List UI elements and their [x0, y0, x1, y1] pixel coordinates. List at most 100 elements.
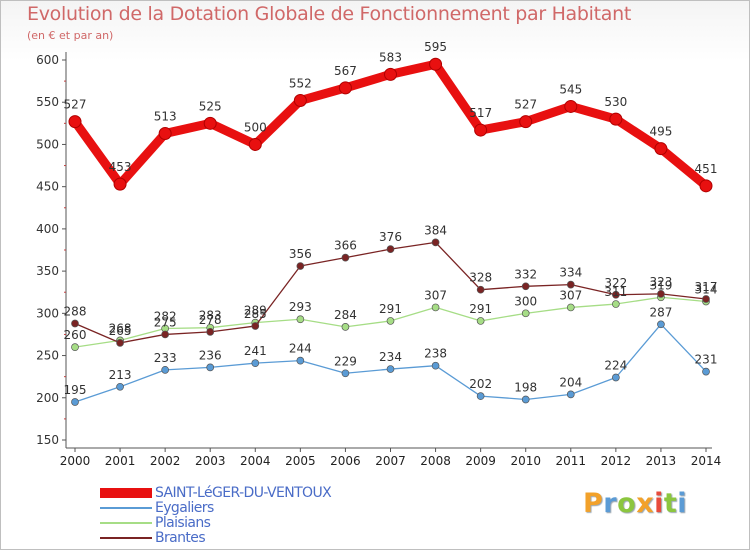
data-point	[251, 322, 260, 330]
data-label: 323	[649, 275, 672, 289]
x-tick-label: 2005	[285, 454, 316, 468]
brand-letter: t	[663, 488, 678, 519]
data-point	[521, 309, 530, 318]
x-tick-label: 2011	[556, 454, 587, 468]
legend-label-brantes: Brantes	[155, 530, 206, 546]
x-tick-label: 2010	[510, 454, 541, 468]
data-label: 260	[64, 328, 87, 342]
data-point	[566, 280, 575, 289]
brand-letter: P	[583, 488, 604, 519]
data-point	[657, 320, 665, 329]
data-label: 332	[514, 267, 537, 281]
data-point	[609, 112, 623, 126]
data-label: 328	[469, 271, 492, 285]
brand-letter: i	[677, 488, 688, 519]
data-point	[476, 317, 485, 325]
data-label: 517	[469, 106, 492, 120]
brand-letter: r	[603, 488, 618, 519]
brand-letter: x	[636, 488, 655, 519]
x-tick-label: 2009	[465, 454, 496, 468]
data-label: 241	[244, 344, 267, 358]
data-label: 384	[424, 223, 447, 237]
legend-item-brantes: Brantes	[100, 530, 206, 546]
data-label: 293	[289, 300, 312, 314]
chart-subtitle: (en € et par an)	[27, 29, 114, 42]
data-point	[296, 315, 305, 324]
x-tick-label: 2001	[105, 454, 136, 468]
x-tick-label: 2008	[420, 454, 451, 468]
data-point	[116, 339, 124, 347]
data-point	[431, 361, 440, 370]
y-tick-label: 450	[36, 180, 59, 194]
series-3	[71, 238, 710, 347]
data-point	[654, 142, 668, 156]
data-label: 291	[379, 302, 402, 316]
legend-label-plaisians: Plaisians	[155, 515, 211, 531]
data-label: 204	[559, 375, 582, 389]
data-point	[657, 290, 665, 298]
data-label: 288	[64, 304, 87, 318]
data-point	[161, 330, 169, 339]
data-label: 451	[695, 162, 718, 176]
data-point	[476, 285, 485, 294]
data-label: 311	[604, 285, 627, 299]
data-label: 195	[64, 383, 87, 397]
data-point	[158, 126, 172, 140]
data-label: 268	[109, 321, 132, 335]
data-label: 322	[604, 276, 627, 290]
data-point	[341, 253, 350, 262]
data-point	[116, 382, 124, 391]
data-label: 376	[379, 230, 402, 244]
data-point	[612, 373, 620, 382]
series-line	[70, 59, 711, 191]
data-label: 287	[649, 305, 672, 319]
data-point	[206, 328, 215, 336]
legend-swatch-brantes	[100, 537, 152, 539]
data-point	[384, 67, 397, 81]
data-label: 319	[649, 278, 672, 292]
data-label: 366	[334, 239, 357, 253]
data-label: 291	[469, 302, 492, 316]
data-point	[564, 99, 578, 113]
legend-swatch-plaisians	[100, 522, 152, 524]
data-point	[699, 179, 713, 193]
data-label: 284	[334, 308, 357, 322]
data-label: 289	[244, 304, 267, 318]
data-label: 595	[424, 40, 447, 54]
data-point	[71, 343, 79, 351]
y-tick-label: 300	[36, 306, 59, 320]
data-label: 275	[154, 315, 177, 329]
data-label: 334	[559, 266, 582, 280]
x-tick-label: 2006	[330, 454, 361, 468]
series-1	[71, 320, 710, 406]
y-tick-label: 150	[36, 433, 59, 447]
data-label: 307	[559, 288, 582, 302]
data-label: 530	[604, 95, 627, 109]
data-point	[71, 319, 79, 328]
data-point	[71, 398, 79, 406]
x-tick-label: 2013	[646, 454, 677, 468]
series-0	[68, 57, 713, 193]
data-point	[113, 177, 127, 191]
x-tick-label: 2012	[601, 454, 632, 468]
data-label: 567	[334, 64, 357, 78]
data-label: 224	[604, 359, 627, 373]
y-tick-label: 400	[36, 222, 59, 236]
legend-swatch-eygaliers	[100, 507, 152, 509]
data-point	[293, 94, 307, 108]
brand-letter: i	[654, 488, 664, 519]
data-point	[519, 115, 533, 129]
legend-item-plaisians: Plaisians	[100, 515, 211, 531]
x-tick-label: 2000	[60, 454, 91, 468]
data-point	[431, 238, 440, 247]
y-tick-label: 200	[36, 391, 59, 405]
data-label: 198	[514, 380, 537, 394]
legend-item-saint-leger: SAINT-LéGER-DU-VENTOUX	[100, 485, 332, 501]
data-point	[386, 245, 395, 254]
data-point	[206, 363, 215, 372]
y-tick-label: 250	[36, 349, 59, 363]
data-label: 236	[199, 348, 222, 362]
data-label: 513	[154, 109, 177, 123]
data-label: 233	[154, 351, 177, 365]
